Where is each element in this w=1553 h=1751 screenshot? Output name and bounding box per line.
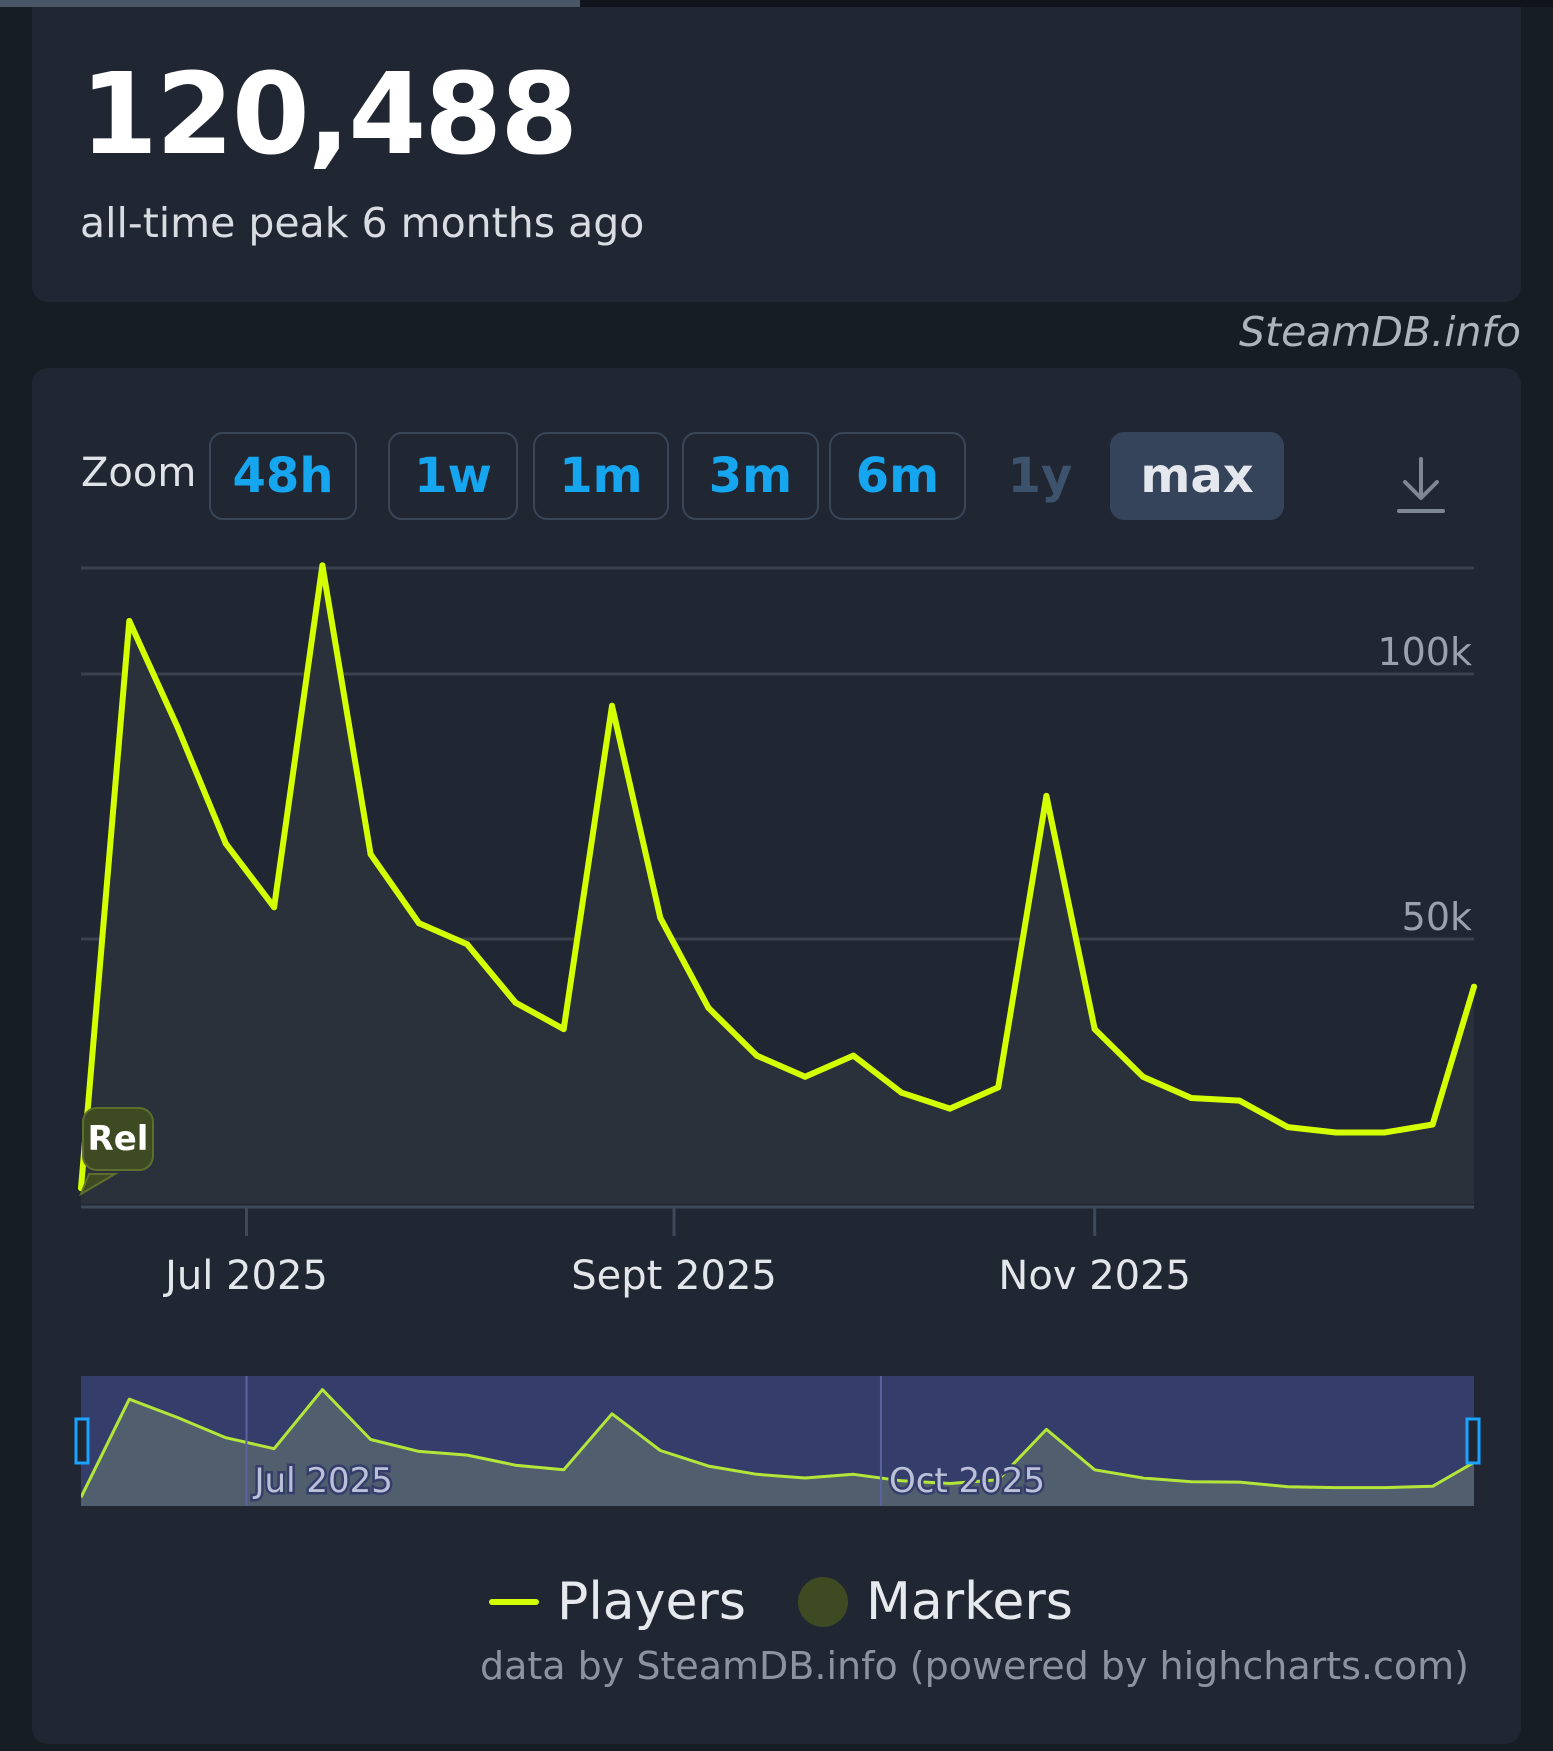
- zoom-max-button[interactable]: max: [1110, 432, 1284, 520]
- legend-markers[interactable]: Markers: [798, 1562, 1073, 1642]
- navigator-line: [81, 1388, 1474, 1498]
- x-tick-label: Jul 2025: [162, 1253, 328, 1299]
- release-marker-box: [82, 1107, 154, 1171]
- players-data-point[interactable]: [1333, 1129, 1340, 1136]
- players-data-point[interactable]: [222, 840, 229, 847]
- players-data-point[interactable]: [1043, 792, 1050, 799]
- y-tick-label: 100k: [1377, 630, 1472, 674]
- legend-players-swatch: [489, 1599, 539, 1605]
- players-data-point[interactable]: [1236, 1097, 1243, 1104]
- players-data-point[interactable]: [367, 851, 374, 858]
- navigator-area: [81, 1389, 1474, 1506]
- players-data-point[interactable]: [705, 1004, 712, 1011]
- zoom-1m-button[interactable]: 1m: [533, 432, 669, 520]
- players-data-point[interactable]: [174, 724, 181, 730]
- zoom-1w-button[interactable]: 1w: [388, 432, 518, 520]
- zoom-1y-button: 1y: [990, 432, 1090, 520]
- top-progress-fill: [0, 0, 580, 7]
- steamdb-watermark[interactable]: SteamDB.info: [1238, 308, 1521, 356]
- players-data-point[interactable]: [464, 941, 471, 948]
- players-data-point[interactable]: [1140, 1073, 1146, 1080]
- legend-markers-label: Markers: [866, 1572, 1073, 1632]
- zoom-48h-button[interactable]: 48h: [209, 432, 357, 520]
- peak-card: 120,488 all-time peak 6 months ago: [32, 7, 1521, 302]
- players-data-point[interactable]: [995, 1084, 1002, 1091]
- players-data-point[interactable]: [126, 618, 133, 624]
- players-data-point[interactable]: [1381, 1129, 1388, 1136]
- chart-legend: Players Markers: [32, 1562, 1521, 1642]
- x-tick-label: Nov 2025: [998, 1253, 1191, 1299]
- players-data-point[interactable]: [319, 562, 326, 569]
- players-data-point[interactable]: [1284, 1124, 1291, 1131]
- navigator-right-handle[interactable]: [1465, 1417, 1481, 1465]
- legend-players-label: Players: [557, 1572, 746, 1632]
- players-data-point[interactable]: [657, 914, 664, 921]
- y-tick-label: 50k: [1402, 895, 1472, 939]
- players-data-point[interactable]: [898, 1089, 905, 1096]
- release-marker-label: Rel: [88, 1119, 149, 1159]
- navigator-tick-label: Oct 2025: [889, 1461, 1045, 1501]
- zoom-label: Zoom: [81, 450, 197, 496]
- navigator[interactable]: Jul 2025 Oct 2025: [74, 1376, 1481, 1506]
- players-area: [81, 565, 1474, 1204]
- legend-players[interactable]: Players: [489, 1562, 746, 1642]
- players-data-point[interactable]: [753, 1052, 760, 1059]
- peak-subtitle: all-time peak 6 months ago: [80, 199, 645, 247]
- players-data-point[interactable]: [560, 1026, 567, 1033]
- players-line[interactable]: [78, 562, 1477, 1192]
- navigator-tick-label: Jul 2025: [253, 1461, 393, 1501]
- zoom-3m-button[interactable]: 3m: [682, 432, 819, 520]
- release-marker-pointer: [78, 1173, 119, 1197]
- peak-value: 120,488: [80, 50, 578, 180]
- players-data-point[interactable]: [609, 702, 615, 709]
- players-data-point[interactable]: [512, 999, 519, 1006]
- chart-credit[interactable]: data by SteamDB.info (powered by highcha…: [479, 1644, 1469, 1688]
- x-tick-label: Sept 2025: [571, 1253, 777, 1299]
- players-data-point[interactable]: [415, 920, 422, 927]
- players-data-point[interactable]: [1091, 1026, 1098, 1033]
- legend-markers-swatch: [798, 1577, 848, 1627]
- players-data-point[interactable]: [946, 1105, 953, 1112]
- zoom-6m-button[interactable]: 6m: [829, 432, 966, 520]
- navigator-left-handle[interactable]: [74, 1417, 90, 1465]
- chart-card: Zoom 48h 1w 1m 3m 6m 1y max 050k100k Jul…: [32, 368, 1521, 1744]
- players-data-point[interactable]: [802, 1073, 809, 1080]
- players-data-point[interactable]: [1188, 1095, 1195, 1101]
- top-progress-bar: [0, 0, 1553, 7]
- players-data-point[interactable]: [271, 904, 278, 911]
- players-data-point[interactable]: [1429, 1121, 1436, 1128]
- download-icon[interactable]: [1393, 455, 1449, 515]
- players-data-point[interactable]: [850, 1052, 857, 1059]
- players-data-point[interactable]: [1471, 983, 1477, 990]
- release-marker[interactable]: Rel: [78, 1107, 154, 1197]
